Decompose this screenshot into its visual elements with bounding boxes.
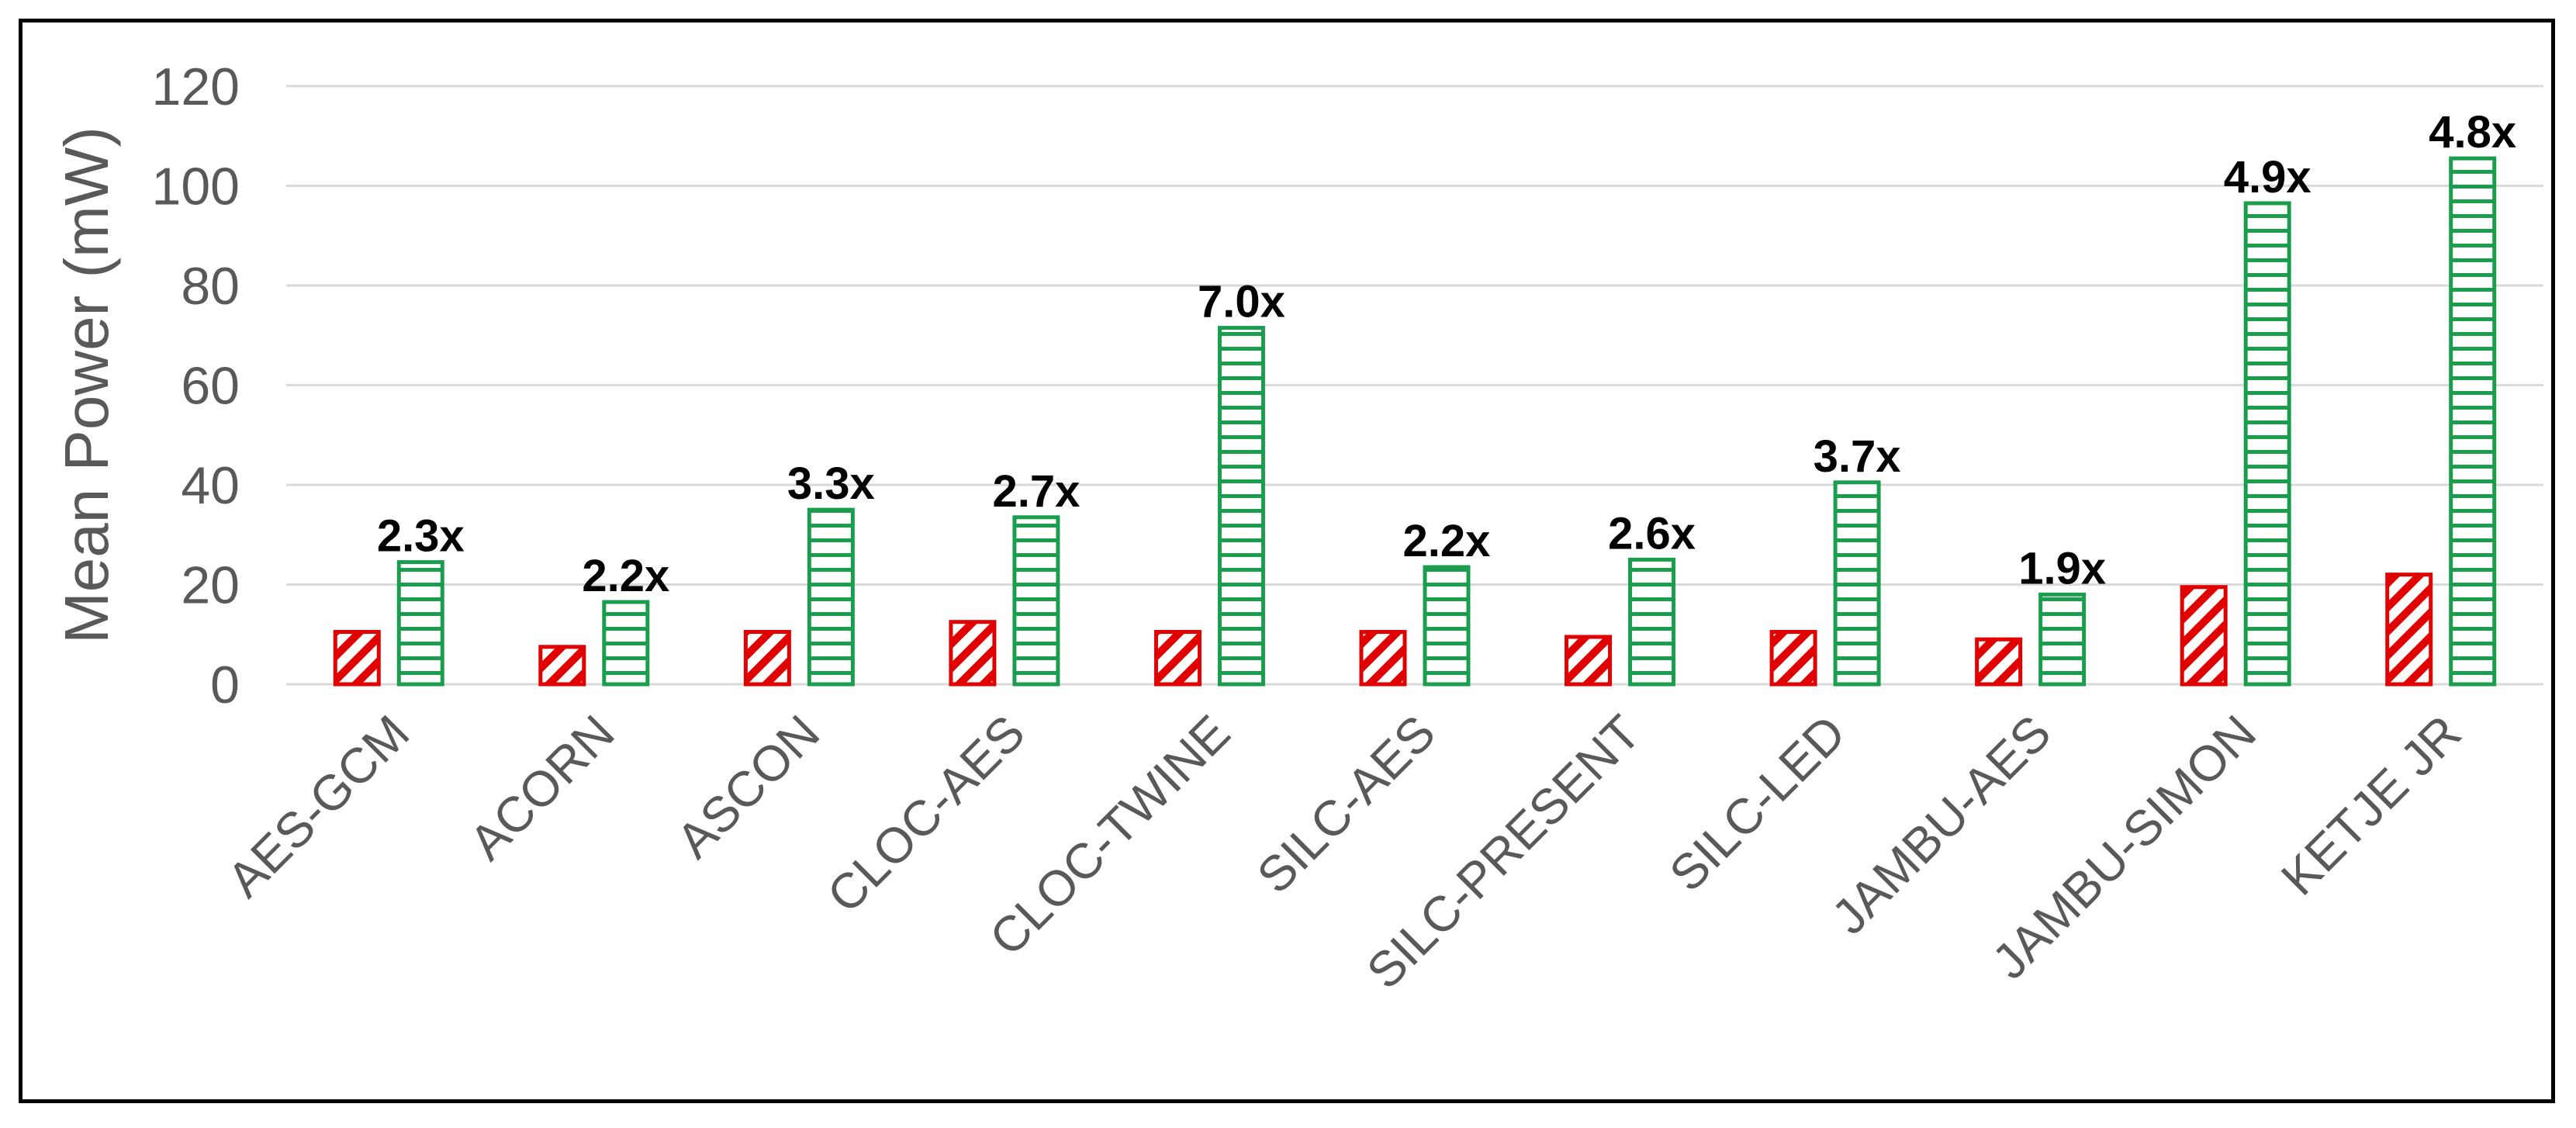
bar-series-2 [396,560,444,687]
bar-series-2 [602,600,650,687]
ratio-label: 3.7x [1814,431,1901,482]
ratio-label: 7.0x [1198,277,1285,327]
bar-series-1 [1769,630,1817,687]
ratio-label: 2.2x [1403,516,1491,566]
bar-series-1 [1359,630,1407,687]
ratio-label: 2.3x [377,511,465,562]
bar-series-2 [807,507,855,687]
bar-series-1 [1975,637,2023,687]
y-tick-label: 100 [152,157,240,216]
bar-series-1 [2180,585,2228,687]
y-tick-label: 60 [181,357,240,416]
y-axis-ticks: 0 20 40 60 80 100 120 [152,57,240,715]
bar-series-1 [538,645,586,687]
data-labels: 2.3x 2.2x 3.3x 2.7x 7.0x 2.2x 2.6x 3.7x 1.9x 4.9x… [377,107,2516,601]
ratio-label: 3.3x [787,458,875,509]
x-category-label: SILC-LED [1658,704,1856,902]
bar-series-1 [333,630,381,687]
bar-series-2 [2449,156,2497,687]
bar-series-1 [743,630,791,687]
bar-series-2 [1423,565,1471,687]
ratio-label: 2.2x [582,551,669,601]
bar-series-2 [1833,480,1881,687]
y-tick-label: 20 [181,556,240,615]
x-category-label: AES-GCM [216,704,420,908]
y-tick-label: 40 [181,456,240,515]
ratio-label: 2.7x [992,466,1080,517]
bar-series-2 [1012,515,1060,687]
y-axis-title: Mean Power (mW) [52,126,121,644]
bar-series-2 [1217,326,1265,687]
bar-series-2 [2243,201,2291,687]
y-tick-label: 0 [210,656,240,715]
bar-series-2 [1628,557,1676,687]
bar-series-2 [2038,592,2087,687]
ratio-label: 4.8x [2429,107,2516,157]
bar-series-1 [2385,573,2433,687]
bars [333,156,2497,687]
x-category-label: KETJE JR [2270,704,2472,906]
bar-series-1 [949,620,997,687]
gridlines [286,85,2543,686]
ratio-label: 1.9x [2018,543,2106,593]
ratio-label: 2.6x [1608,508,1696,559]
ratio-label: 4.9x [2224,152,2311,202]
y-tick-label: 120 [152,57,240,116]
bar-chart: 0 20 40 60 80 100 120 Mean Power (mW) 2.3x 2.2x… [52,57,2543,999]
x-category-label: ACORN [458,704,624,870]
bar-series-1 [1153,630,1202,687]
x-category-label: SILC-AES [1247,704,1446,904]
x-category-label: ASCON [666,704,830,869]
chart-frame: 0 20 40 60 80 100 120 Mean Power (mW) 2.3x 2.2x… [19,19,2555,1103]
bar-series-1 [1565,635,1613,687]
x-category-label: CLOC-AES [817,704,1036,923]
y-tick-label: 80 [181,257,240,316]
